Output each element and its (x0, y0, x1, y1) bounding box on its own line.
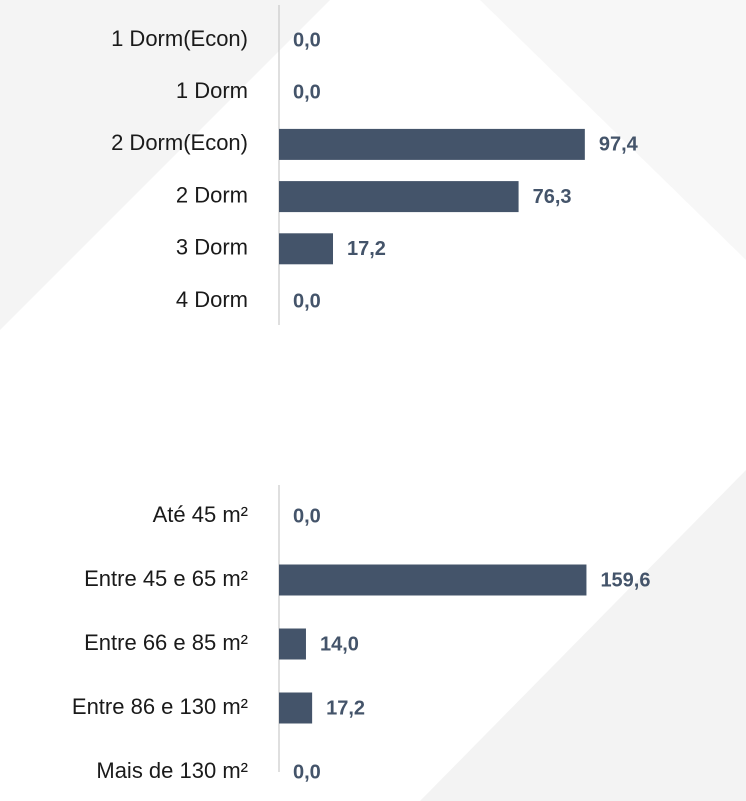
value-label: 14,0 (320, 633, 359, 655)
category-label: Entre 86 e 130 m² (72, 694, 248, 719)
value-label: 0,0 (293, 81, 321, 103)
bar (279, 128, 585, 160)
category-label: 2 Dorm (176, 182, 248, 207)
background-shape (0, 0, 330, 330)
bar (279, 564, 587, 596)
category-label: 1 Dorm(Econ) (111, 26, 248, 51)
value-label: 17,2 (347, 238, 386, 260)
bar (279, 233, 334, 265)
category-label: 2 Dorm(Econ) (111, 130, 248, 155)
value-label: 0,0 (293, 290, 321, 312)
category-label: Entre 66 e 85 m² (84, 630, 248, 655)
value-label: 159,6 (600, 569, 650, 591)
value-label: 0,0 (293, 29, 321, 51)
bar (279, 628, 306, 660)
category-label: 1 Dorm (176, 78, 248, 103)
category-label: Mais de 130 m² (96, 758, 248, 783)
category-label: Entre 45 e 65 m² (84, 566, 248, 591)
value-label: 97,4 (599, 134, 639, 156)
value-label: 0,0 (293, 761, 321, 783)
background-shape (480, 0, 746, 260)
bar (279, 692, 313, 724)
value-label: 76,3 (533, 186, 572, 208)
category-label: 4 Dorm (176, 287, 248, 312)
value-label: 17,2 (326, 697, 365, 719)
value-label: 0,0 (293, 505, 321, 527)
category-label: Até 45 m² (153, 502, 248, 527)
background-shape (420, 470, 746, 801)
category-label: 3 Dorm (176, 235, 248, 260)
bar (279, 181, 519, 213)
